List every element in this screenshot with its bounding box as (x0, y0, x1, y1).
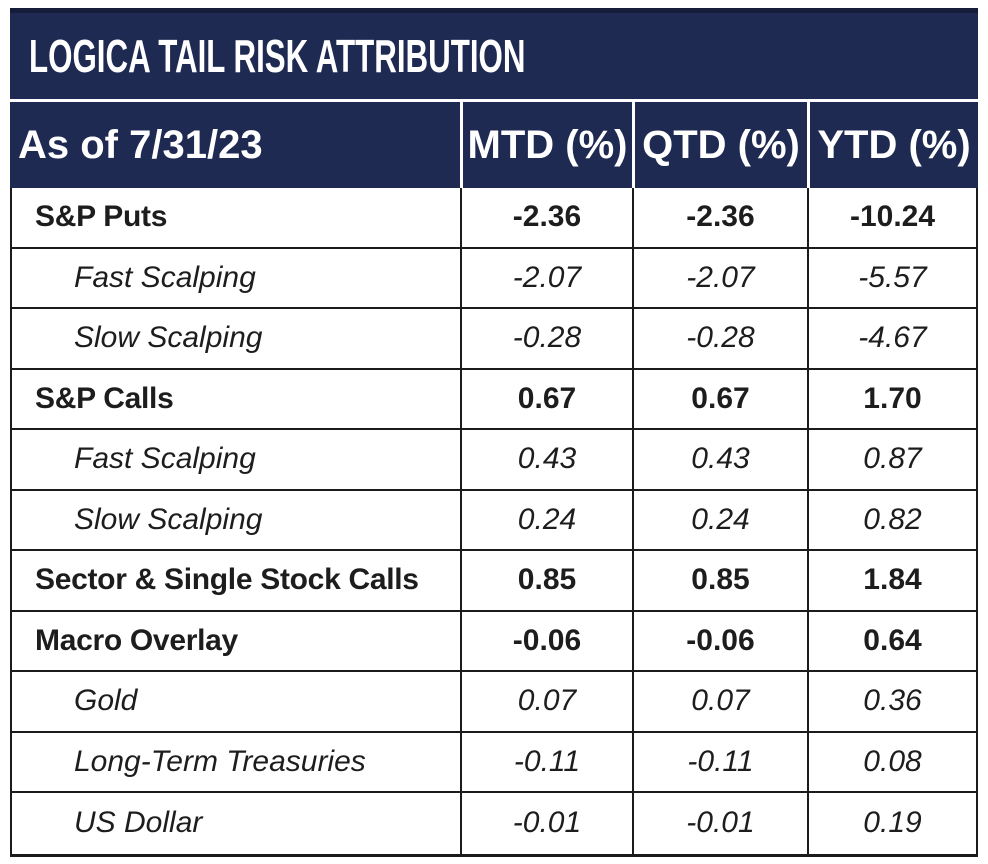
cell-qtd: -0.28 (632, 309, 807, 368)
cell-ytd: 0.87 (807, 430, 976, 489)
cell-ytd: 0.82 (807, 490, 976, 549)
table-row: US Dollar -0.01 -0.01 0.19 (12, 793, 976, 854)
cell-mtd: 0.43 (460, 430, 632, 489)
cell-ytd: 0.08 (807, 732, 976, 791)
cell-mtd: 0.07 (460, 672, 632, 731)
table-row: S&P Calls 0.67 0.67 1.70 (12, 369, 976, 430)
row-label: Gold (74, 684, 138, 718)
row-label: Slow Scalping (74, 502, 263, 536)
cell-qtd: -2.36 (632, 188, 807, 247)
cell-mtd: 0.24 (460, 490, 632, 549)
table-row: Long-Term Treasuries -0.11 -0.11 0.08 (12, 732, 976, 793)
cell-qtd: -0.11 (632, 732, 807, 791)
row-label: Slow Scalping (74, 321, 263, 355)
cell-qtd: 0.67 (632, 369, 807, 428)
cell-mtd: 0.85 (460, 551, 632, 610)
cell-mtd: -2.07 (460, 248, 632, 307)
table-row: S&P Puts -2.36 -2.36 -10.24 (12, 188, 976, 249)
table-title-band: LOGICA TAIL RISK ATTRIBUTION (10, 8, 978, 99)
attribution-table: LOGICA TAIL RISK ATTRIBUTION As of 7/31/… (10, 8, 978, 857)
cell-mtd: 0.67 (460, 369, 632, 428)
cell-qtd: 0.43 (632, 430, 807, 489)
table-row: Sector & Single Stock Calls 0.85 0.85 1.… (12, 551, 976, 612)
cell-mtd: -0.06 (460, 611, 632, 670)
cell-qtd: 0.07 (632, 672, 807, 731)
table-header-row: As of 7/31/23 MTD (%) QTD (%) YTD (%) (10, 99, 978, 188)
table-body: S&P Puts -2.36 -2.36 -10.24 Fast Scalpin… (10, 188, 978, 857)
table-row: Macro Overlay -0.06 -0.06 0.64 (12, 611, 976, 672)
cell-ytd: -4.67 (807, 309, 976, 368)
cell-ytd: 1.70 (807, 369, 976, 428)
row-label: US Dollar (74, 806, 203, 840)
cell-qtd: 0.24 (632, 490, 807, 549)
cell-ytd: 0.19 (807, 793, 976, 854)
table-row: Slow Scalping -0.28 -0.28 -4.67 (12, 309, 976, 370)
row-label: Sector & Single Stock Calls (35, 563, 419, 597)
cell-mtd: -2.36 (460, 188, 632, 247)
table-row: Fast Scalping -2.07 -2.07 -5.57 (12, 248, 976, 309)
row-label: Long-Term Treasuries (74, 744, 366, 778)
row-label: Fast Scalping (74, 442, 256, 476)
row-label: Fast Scalping (74, 260, 256, 294)
row-label: S&P Calls (35, 381, 174, 415)
table-title: LOGICA TAIL RISK ATTRIBUTION (29, 30, 526, 82)
cell-mtd: -0.11 (460, 732, 632, 791)
cell-mtd: -0.01 (460, 793, 632, 854)
row-label: S&P Puts (35, 200, 168, 234)
header-qtd: QTD (%) (632, 102, 807, 188)
cell-qtd: -0.01 (632, 793, 807, 854)
cell-ytd: -5.57 (807, 248, 976, 307)
cell-ytd: 1.84 (807, 551, 976, 610)
cell-qtd: -2.07 (632, 248, 807, 307)
cell-ytd: 0.64 (807, 611, 976, 670)
header-mtd: MTD (%) (460, 102, 632, 188)
header-ytd: YTD (%) (807, 102, 978, 188)
cell-qtd: -0.06 (632, 611, 807, 670)
table-row: Slow Scalping 0.24 0.24 0.82 (12, 490, 976, 551)
row-label: Macro Overlay (35, 623, 238, 657)
cell-mtd: -0.28 (460, 309, 632, 368)
header-as-of-date: As of 7/31/23 (18, 122, 263, 167)
cell-ytd: 0.36 (807, 672, 976, 731)
cell-qtd: 0.85 (632, 551, 807, 610)
table-row: Fast Scalping 0.43 0.43 0.87 (12, 430, 976, 491)
cell-ytd: -10.24 (807, 188, 976, 247)
table-row: Gold 0.07 0.07 0.36 (12, 672, 976, 733)
